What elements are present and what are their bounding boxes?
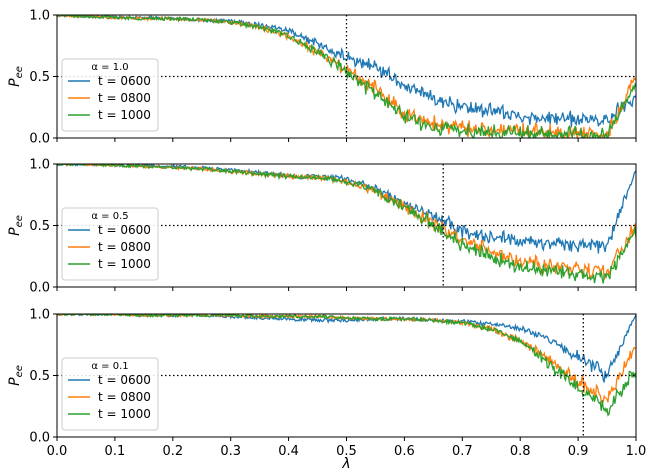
x-tick-label: 0.5 [336, 444, 357, 459]
x-tick-label: 1.0 [626, 444, 647, 459]
y-tick-label: 0.0 [29, 431, 50, 446]
y-tick-label: 1.0 [29, 158, 50, 173]
panel-3: 0.0 0.1 0.2 0.3 0.4 0.5 0.6 0.7 0.8 0.9 1.0 0.0 0.5 1… [7, 308, 646, 460]
y-tick-label: 0.0 [29, 281, 50, 296]
x-tick-label: 0.6 [394, 444, 415, 459]
legend-box [61, 58, 159, 132]
y-axis-title-base: P [7, 227, 23, 236]
legend-entry: t = 1000 [98, 407, 151, 421]
series-group [57, 164, 636, 284]
series-line-t-0600 [57, 164, 636, 254]
x-tick-label: 0.3 [220, 444, 241, 459]
legend-title: α = 0.1 [91, 361, 128, 372]
legend: α = 0.5t = 0600 t = 0800 t = 1000 [61, 207, 159, 281]
legend-entry: t = 0800 [98, 240, 151, 254]
y-tick-label: 1.0 [29, 9, 50, 24]
y-tick-label: 0.5 [29, 219, 50, 234]
legend-box [61, 357, 159, 431]
legend-box [61, 207, 159, 281]
y-axis-title-base: P [7, 78, 23, 87]
y-axis-title-subscript: ee [14, 215, 25, 227]
x-tick-label: 0.7 [452, 444, 473, 459]
x-tick-label: 0.2 [162, 444, 183, 459]
panel-2: 0.0 0.5 1.0 Pee α = 0.5t = 0600 t = 0800 t = 1… [7, 158, 637, 296]
series-line-t-1000 [57, 314, 636, 417]
series-line-t-1000 [57, 15, 636, 138]
y-tick-label: 0.5 [29, 70, 50, 85]
y-axis-title: Pee [7, 66, 25, 87]
legend-entry: t = 1000 [98, 108, 151, 122]
legend: α = 0.1t = 0600 t = 0800 t = 1000 [61, 357, 159, 431]
legend-entry: t = 0800 [98, 91, 151, 105]
series-group [57, 314, 636, 417]
series-line-t-1000 [57, 164, 636, 284]
y-axis-title-subscript: ee [14, 66, 25, 78]
panel-1: 0.0 0.5 1.0 Pee α = 1.0t = 0600 t = 0800 t = 1… [7, 9, 637, 147]
y-axis-title: Pee [7, 365, 25, 386]
legend-entry: t = 0600 [98, 74, 151, 88]
x-tick-label: 0.8 [510, 444, 531, 459]
legend: α = 1.0t = 0600 t = 0800 t = 1000 [61, 58, 159, 132]
y-axis-title: Pee [7, 215, 25, 236]
x-tick-label: 0.0 [47, 444, 68, 459]
y-tick-label: 1.0 [29, 308, 50, 323]
y-axis-title-base: P [7, 377, 23, 386]
x-axis-title: λ [341, 456, 350, 472]
legend-entry: t = 0600 [98, 373, 151, 387]
legend-title: α = 0.5 [91, 211, 128, 222]
x-tick-label: 0.4 [278, 444, 299, 459]
legend-entry: t = 0800 [98, 390, 151, 404]
legend-entry: t = 0600 [98, 223, 151, 237]
x-tick-label: 0.9 [568, 444, 589, 459]
y-tick-label: 0.0 [29, 132, 50, 147]
legend-title: α = 1.0 [91, 62, 128, 73]
y-axis-title-subscript: ee [14, 365, 25, 377]
legend-entry: t = 1000 [98, 257, 151, 271]
y-tick-label: 0.5 [29, 369, 50, 384]
x-tick-label: 0.1 [105, 444, 126, 459]
